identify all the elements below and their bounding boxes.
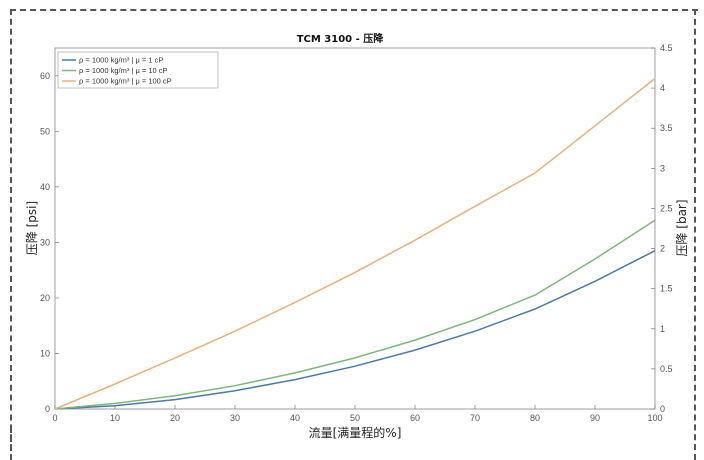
- x-tick-label: 30: [230, 413, 240, 423]
- series-line-1: [54, 250, 656, 410]
- y-tick-label: 20: [40, 293, 50, 303]
- y2-tick-label: 3.5: [660, 123, 673, 133]
- x-tick-label: 60: [410, 413, 420, 423]
- x-tick-label: 80: [530, 413, 540, 423]
- x-tick-label: 90: [590, 413, 600, 423]
- y2-tick-label: 4.5: [660, 43, 673, 53]
- series-line-2: [54, 219, 656, 410]
- x-tick-label: 100: [647, 413, 662, 423]
- y2-axis-ticks: 0 0.5 1 1.5 2 2.5 3 3.5 4 4.5: [651, 43, 673, 414]
- y-axis-ticks: 0 10 20 30 40 50 60: [40, 71, 59, 414]
- y-tick-label: 0: [45, 404, 50, 414]
- y2-tick-label: 2: [660, 244, 665, 254]
- legend-entry-3: ρ = 1000 kg/m³ | μ = 100 cP: [79, 77, 172, 86]
- series-lines: [54, 77, 656, 410]
- legend: ρ = 1000 kg/m³ | μ = 1 cPρ = 1000 kg/m³ …: [57, 51, 219, 89]
- y2-tick-label: 4: [660, 83, 665, 93]
- x-axis-label: 流量[满量程的%]: [309, 425, 402, 440]
- series-line-3: [54, 77, 656, 410]
- y-tick-label: 10: [40, 348, 50, 358]
- y-tick-label: 60: [40, 71, 50, 81]
- y-axis-label: 压降 [psi]: [25, 201, 39, 255]
- x-tick-label: 50: [350, 413, 360, 423]
- x-axis-ticks: 0 10 20 30 40 50 60 70 80 90 100: [52, 405, 663, 423]
- y2-tick-label: 0: [660, 404, 665, 414]
- x-tick-label: 70: [470, 413, 480, 423]
- frame-border-left: [10, 9, 12, 460]
- frame-border-top: [10, 9, 698, 11]
- legend-entry-2: ρ = 1000 kg/m³ | μ = 10 cP: [79, 66, 168, 75]
- y2-tick-label: 3: [660, 163, 665, 173]
- plot-area: [54, 47, 656, 410]
- legend-box: [57, 51, 219, 89]
- x-tick-label: 0: [52, 413, 57, 423]
- y-tick-label: 50: [40, 126, 50, 136]
- y2-tick-label: 1: [660, 324, 665, 334]
- y2-axis-label: 压降 [bar]: [675, 199, 689, 256]
- y-tick-label: 40: [40, 182, 50, 192]
- x-tick-label: 40: [290, 413, 300, 423]
- legend-entry-1: ρ = 1000 kg/m³ | μ = 1 cP: [79, 56, 163, 65]
- frame-border-right: [694, 9, 696, 460]
- chart-title: TCM 3100 - 压降: [297, 32, 385, 45]
- y2-tick-label: 2.5: [660, 203, 673, 213]
- x-tick-label: 20: [170, 413, 180, 423]
- x-tick-label: 10: [110, 413, 120, 423]
- y2-tick-label: 1.5: [660, 284, 673, 294]
- y2-tick-label: 0.5: [660, 364, 673, 374]
- y-tick-label: 30: [40, 237, 50, 247]
- frame-border-bottom-left: [10, 427, 12, 460]
